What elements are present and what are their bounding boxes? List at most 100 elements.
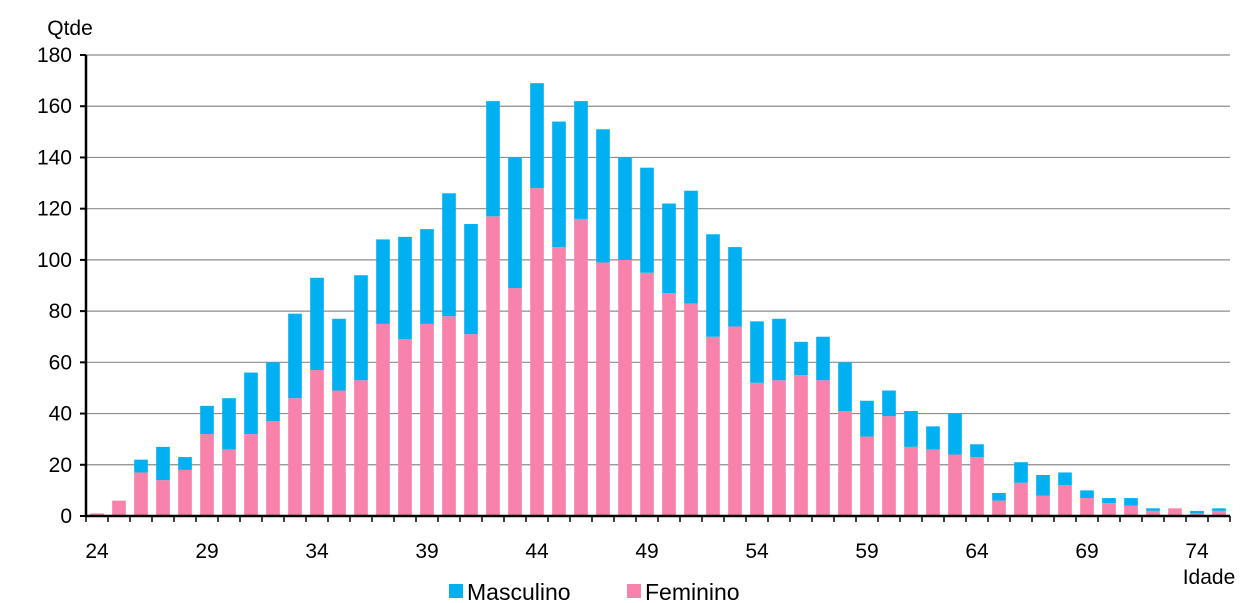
bar-feminino-44 xyxy=(530,188,544,516)
bar-masculino-47 xyxy=(596,129,610,263)
bar-masculino-45 xyxy=(552,121,566,248)
bar-feminino-47 xyxy=(596,262,610,516)
bar-feminino-24 xyxy=(90,513,104,516)
bar-masculino-30 xyxy=(222,398,236,450)
bar-masculino-44 xyxy=(530,83,544,189)
bar-masculino-31 xyxy=(244,372,258,435)
bar-feminino-52 xyxy=(706,336,720,516)
legend-swatch-feminino xyxy=(627,584,641,598)
bar-feminino-53 xyxy=(728,326,742,516)
bar-feminino-46 xyxy=(574,218,588,516)
bar-masculino-70 xyxy=(1102,498,1116,504)
x-tick-label-44: 44 xyxy=(525,540,549,563)
y-tick-label-140: 140 xyxy=(37,146,72,169)
x-tick-label-64: 64 xyxy=(965,540,989,563)
bar-feminino-35 xyxy=(332,390,346,516)
bar-feminino-38 xyxy=(398,339,412,516)
bar-feminino-55 xyxy=(772,380,786,516)
x-tick-label-69: 69 xyxy=(1075,540,1098,563)
bar-masculino-67 xyxy=(1036,475,1050,496)
bar-masculino-56 xyxy=(794,341,808,376)
bar-masculino-51 xyxy=(684,190,698,304)
x-tick-labels: 24 29 34 39 44 49 54 59 64 69 74 xyxy=(85,516,1231,563)
bar-feminino-34 xyxy=(310,370,324,516)
x-tick-label-59: 59 xyxy=(855,540,878,563)
x-tick-label-39: 39 xyxy=(415,540,438,563)
bars xyxy=(90,83,1226,517)
bar-masculino-41 xyxy=(464,224,478,335)
bar-masculino-71 xyxy=(1124,498,1138,506)
bar-masculino-60 xyxy=(882,390,896,417)
y-tick-label-0: 0 xyxy=(60,505,72,528)
bar-feminino-62 xyxy=(926,449,940,516)
bar-masculino-72 xyxy=(1146,508,1160,511)
x-tick-label-34: 34 xyxy=(305,540,329,563)
bar-masculino-55 xyxy=(772,318,786,381)
bar-masculino-27 xyxy=(156,446,170,481)
x-tick-label-74: 74 xyxy=(1185,540,1209,563)
bar-masculino-62 xyxy=(926,426,940,450)
bar-feminino-51 xyxy=(684,303,698,516)
y-tick-labels: 0 20 40 60 80 100 120 140 160 180 xyxy=(37,44,86,528)
bar-masculino-42 xyxy=(486,101,500,217)
bar-feminino-73 xyxy=(1168,508,1182,516)
bar-feminino-49 xyxy=(640,272,654,516)
bar-masculino-33 xyxy=(288,313,302,399)
bar-feminino-56 xyxy=(794,375,808,516)
bar-feminino-25 xyxy=(112,500,126,516)
bar-feminino-57 xyxy=(816,380,830,516)
bar-masculino-26 xyxy=(134,459,148,473)
bar-masculino-29 xyxy=(200,405,214,435)
bar-feminino-50 xyxy=(662,293,676,516)
bar-masculino-68 xyxy=(1058,472,1072,486)
x-tick-label-24: 24 xyxy=(85,540,109,563)
bar-masculino-32 xyxy=(266,362,280,422)
bar-masculino-46 xyxy=(574,101,588,219)
bar-feminino-45 xyxy=(552,247,566,517)
y-axis-label: Qtde xyxy=(47,17,93,40)
x-tick-label-49: 49 xyxy=(635,540,658,563)
legend: Masculino Feminino xyxy=(449,579,740,603)
bar-feminino-65 xyxy=(992,500,1006,516)
bar-feminino-58 xyxy=(838,410,852,516)
legend-swatch-masculino xyxy=(449,584,463,598)
bar-feminino-27 xyxy=(156,480,170,516)
bar-masculino-36 xyxy=(354,275,368,381)
y-tick-label-40: 40 xyxy=(49,403,72,426)
bar-feminino-69 xyxy=(1080,498,1094,516)
bar-masculino-63 xyxy=(948,413,962,455)
bar-masculino-28 xyxy=(178,457,192,470)
bar-feminino-31 xyxy=(244,434,258,516)
y-tick-label-120: 120 xyxy=(37,198,72,221)
y-tick-label-100: 100 xyxy=(37,249,72,272)
bar-masculino-34 xyxy=(310,277,324,371)
bar-feminino-26 xyxy=(134,472,148,516)
bar-feminino-28 xyxy=(178,469,192,516)
bar-feminino-41 xyxy=(464,334,478,516)
bar-masculino-49 xyxy=(640,167,654,273)
bar-masculino-40 xyxy=(442,193,456,317)
bar-masculino-58 xyxy=(838,362,852,411)
x-tick-label-29: 29 xyxy=(195,540,218,563)
bar-feminino-68 xyxy=(1058,485,1072,516)
bar-masculino-75 xyxy=(1212,508,1226,511)
bar-masculino-53 xyxy=(728,247,742,327)
bar-feminino-32 xyxy=(266,421,280,516)
x-axis-label: Idade xyxy=(1183,566,1236,589)
bar-feminino-48 xyxy=(618,259,632,516)
bar-masculino-52 xyxy=(706,234,720,337)
bar-feminino-61 xyxy=(904,446,918,516)
bar-feminino-71 xyxy=(1124,505,1138,516)
bar-feminino-42 xyxy=(486,216,500,516)
bar-feminino-37 xyxy=(376,323,390,516)
bar-masculino-50 xyxy=(662,203,676,294)
bar-masculino-74 xyxy=(1190,510,1204,514)
bar-masculino-65 xyxy=(992,492,1006,501)
bar-feminino-72 xyxy=(1146,510,1160,516)
bar-masculino-61 xyxy=(904,410,918,447)
legend-label-feminino: Feminino xyxy=(645,579,740,603)
legend-label-masculino: Masculino xyxy=(467,579,571,603)
y-tick-label-80: 80 xyxy=(49,300,72,323)
bar-feminino-33 xyxy=(288,398,302,516)
